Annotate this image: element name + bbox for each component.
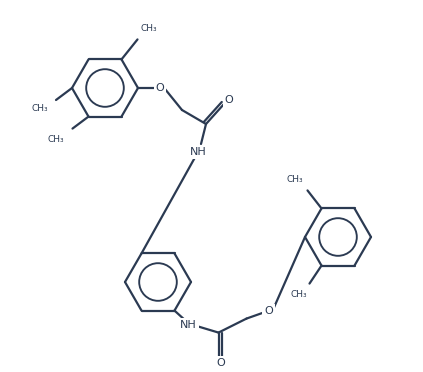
Text: CH₃: CH₃ — [48, 135, 64, 144]
Text: O: O — [264, 305, 273, 315]
Text: CH₃: CH₃ — [31, 104, 48, 113]
Text: O: O — [216, 357, 225, 368]
Text: NH: NH — [190, 147, 206, 157]
Text: O: O — [156, 83, 165, 93]
Text: CH₃: CH₃ — [291, 289, 308, 299]
Text: CH₃: CH₃ — [140, 25, 157, 33]
Text: O: O — [225, 95, 233, 105]
Text: NH: NH — [180, 320, 197, 330]
Text: CH₃: CH₃ — [287, 176, 303, 185]
